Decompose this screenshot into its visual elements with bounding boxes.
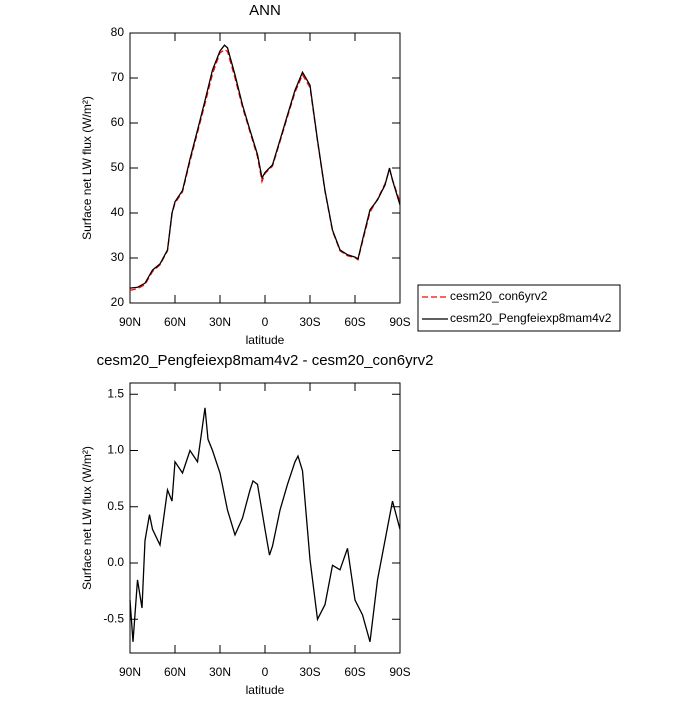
y-tick-label: 40: [111, 205, 125, 219]
x-tick-label: 60S: [344, 665, 365, 679]
y-tick-label: -0.5: [103, 611, 124, 625]
y-tick-label: 50: [111, 160, 125, 174]
y-tick-label: 0.0: [107, 555, 124, 569]
x-tick-label: 60N: [164, 315, 186, 329]
x-axis-label: latitude: [246, 683, 285, 697]
y-tick-label: 0.5: [107, 499, 124, 513]
chart-title: cesm20_Pengfeiexp8mam4v2 - cesm20_con6yr…: [97, 352, 434, 369]
x-tick-label: 30S: [299, 665, 320, 679]
x-tick-label: 90S: [389, 315, 410, 329]
y-tick-label: 70: [111, 70, 125, 84]
x-tick-label: 30N: [209, 665, 231, 679]
y-tick-label: 1.5: [107, 386, 124, 400]
plot-frame: [129, 32, 401, 304]
data-line: [129, 407, 401, 642]
x-tick-label: 30S: [299, 315, 320, 329]
y-axis-label: Surface net LW flux (W/m²): [80, 446, 94, 590]
y-tick-label: 20: [111, 295, 125, 309]
x-tick-label: 30N: [209, 315, 231, 329]
x-tick-label: 60N: [164, 665, 186, 679]
legend-label: cesm20_Pengfeiexp8mam4v2: [450, 311, 612, 325]
x-axis-label: latitude: [246, 333, 285, 347]
y-axis-label: Surface net LW flux (W/m²): [80, 96, 94, 240]
x-tick-label: 90S: [389, 665, 410, 679]
y-tick-label: 60: [111, 115, 125, 129]
chart-title: ANN: [249, 2, 281, 19]
x-tick-label: 0: [262, 315, 269, 329]
y-tick-label: 80: [111, 25, 125, 39]
legend-box: [417, 284, 621, 332]
plot-frame: [129, 382, 401, 654]
x-tick-label: 60S: [344, 315, 365, 329]
data-line: [129, 44, 401, 289]
y-tick-label: 30: [111, 250, 125, 264]
x-tick-label: 90N: [119, 665, 141, 679]
x-tick-label: 0: [262, 665, 269, 679]
legend-label: cesm20_con6yrv2: [450, 289, 548, 303]
x-tick-label: 90N: [119, 315, 141, 329]
y-tick-label: 1.0: [107, 443, 124, 457]
